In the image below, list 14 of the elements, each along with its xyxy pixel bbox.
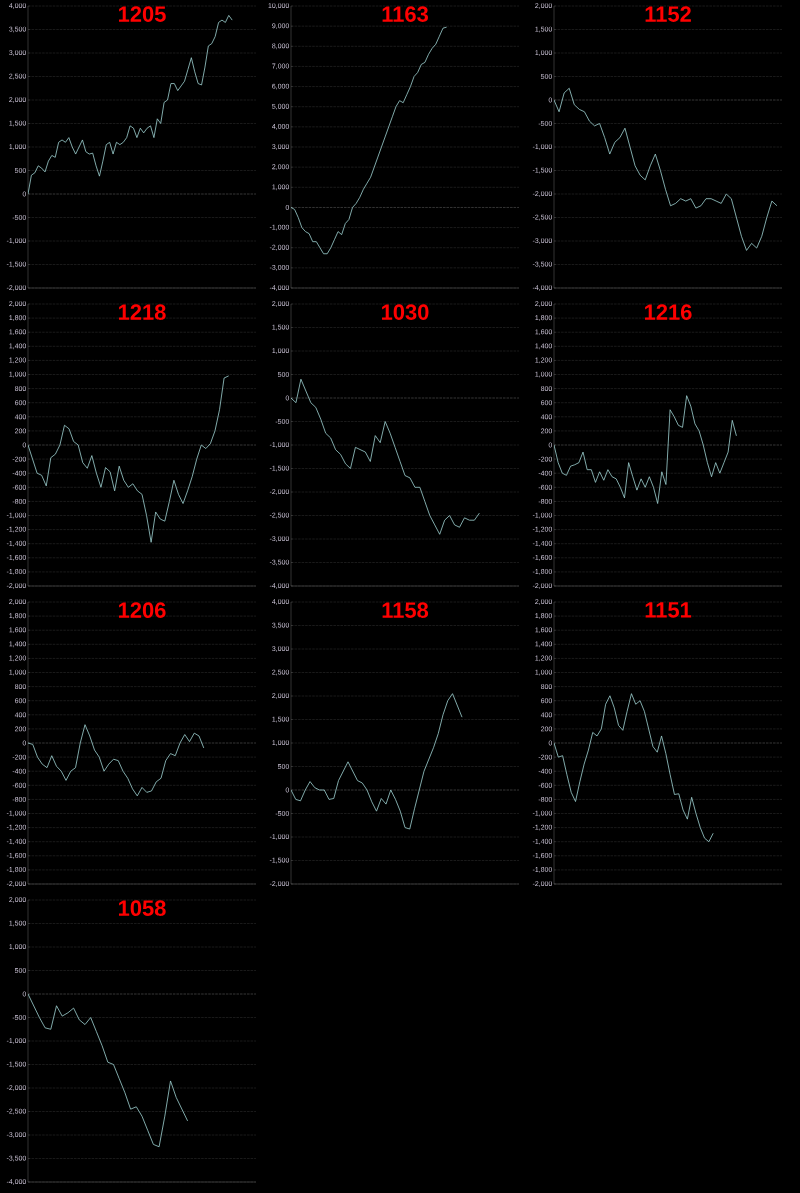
chart-title: 1030 — [382, 304, 429, 320]
chart-title: 1218 — [119, 304, 166, 320]
chart-title: 1152 — [645, 6, 691, 22]
chart-title: 1163 — [382, 6, 428, 22]
chart-title: 1058 — [119, 900, 166, 916]
line-series — [28, 375, 230, 543]
chart-title: 1216 — [645, 304, 692, 320]
line-series — [554, 395, 737, 504]
chart-title: 1205 — [119, 6, 166, 22]
chart-title: 1151 — [645, 602, 692, 618]
chart-title: 1206 — [119, 602, 166, 618]
chart-title: 1158 — [382, 602, 429, 618]
line-series — [291, 26, 448, 255]
line-series — [28, 724, 205, 797]
